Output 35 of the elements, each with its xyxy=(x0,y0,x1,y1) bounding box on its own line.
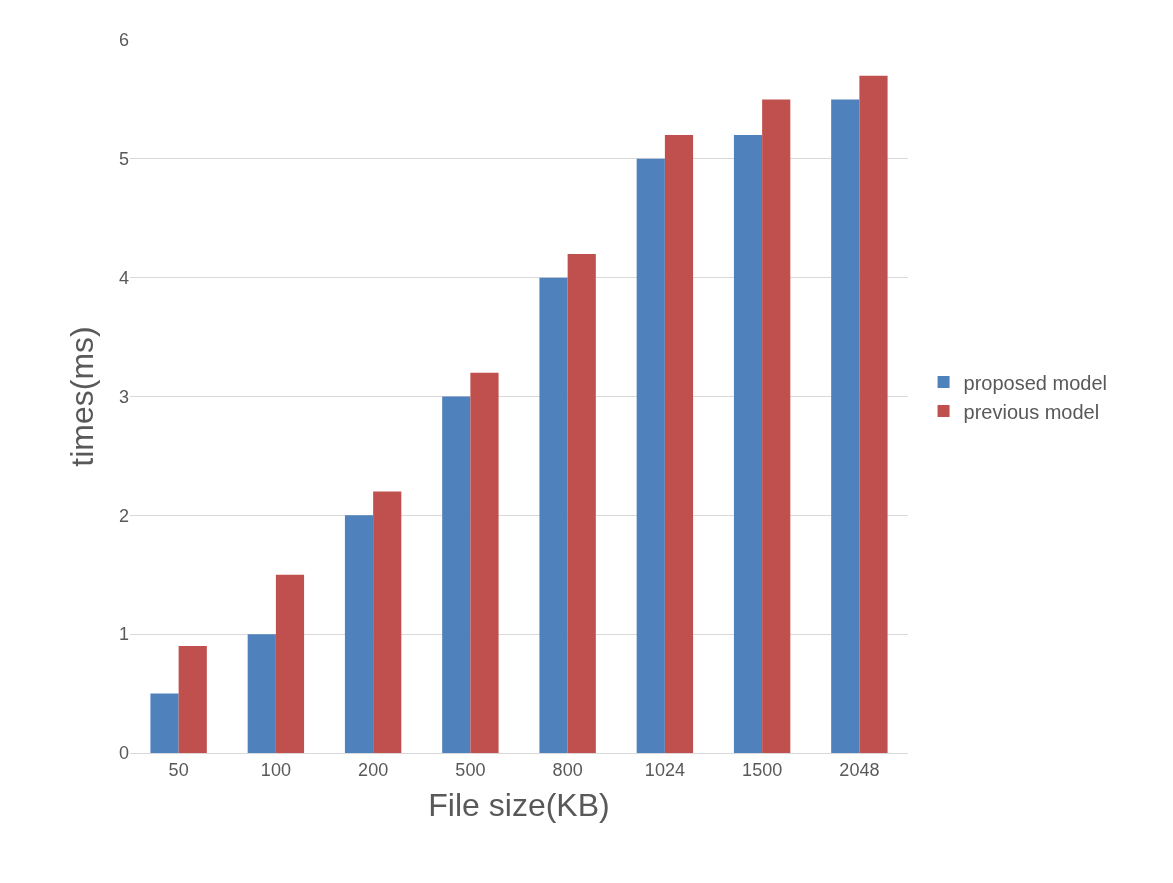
bar xyxy=(539,277,568,753)
x-tick-label: 1024 xyxy=(644,759,685,780)
x-tick-label: 100 xyxy=(260,759,291,780)
bar xyxy=(762,99,791,753)
x-tick-label: 500 xyxy=(455,759,486,780)
bar xyxy=(859,75,888,753)
y-tick-label: 6 xyxy=(118,30,129,51)
y-tick-label: 0 xyxy=(118,743,129,764)
bar xyxy=(247,634,276,753)
y-tick-label: 2 xyxy=(118,505,129,526)
bar xyxy=(567,253,596,753)
x-tick-label: 200 xyxy=(358,759,389,780)
y-axis-title: times(ms) xyxy=(64,326,101,467)
bar xyxy=(470,372,499,753)
legend-label: previous model xyxy=(963,400,1100,423)
bar xyxy=(373,491,402,753)
x-axis-title: File size(KB) xyxy=(428,787,610,824)
bar xyxy=(733,135,763,753)
x-tick-label: 800 xyxy=(552,759,583,780)
bar xyxy=(150,693,179,753)
x-tick-label: 1500 xyxy=(742,759,783,780)
bar xyxy=(831,99,860,753)
bar xyxy=(344,515,374,753)
legend-label: proposed model xyxy=(963,371,1107,394)
bar xyxy=(178,646,207,753)
x-tick-label: 50 xyxy=(168,759,189,780)
y-tick-label: 4 xyxy=(118,267,129,288)
x-tick-label: 2048 xyxy=(839,759,880,780)
bar xyxy=(636,158,665,753)
y-tick-label: 5 xyxy=(118,149,129,170)
bar xyxy=(442,396,471,753)
bar xyxy=(275,574,305,753)
y-tick-label: 3 xyxy=(118,386,129,407)
y-tick-label: 1 xyxy=(118,624,129,645)
bar xyxy=(664,135,694,753)
